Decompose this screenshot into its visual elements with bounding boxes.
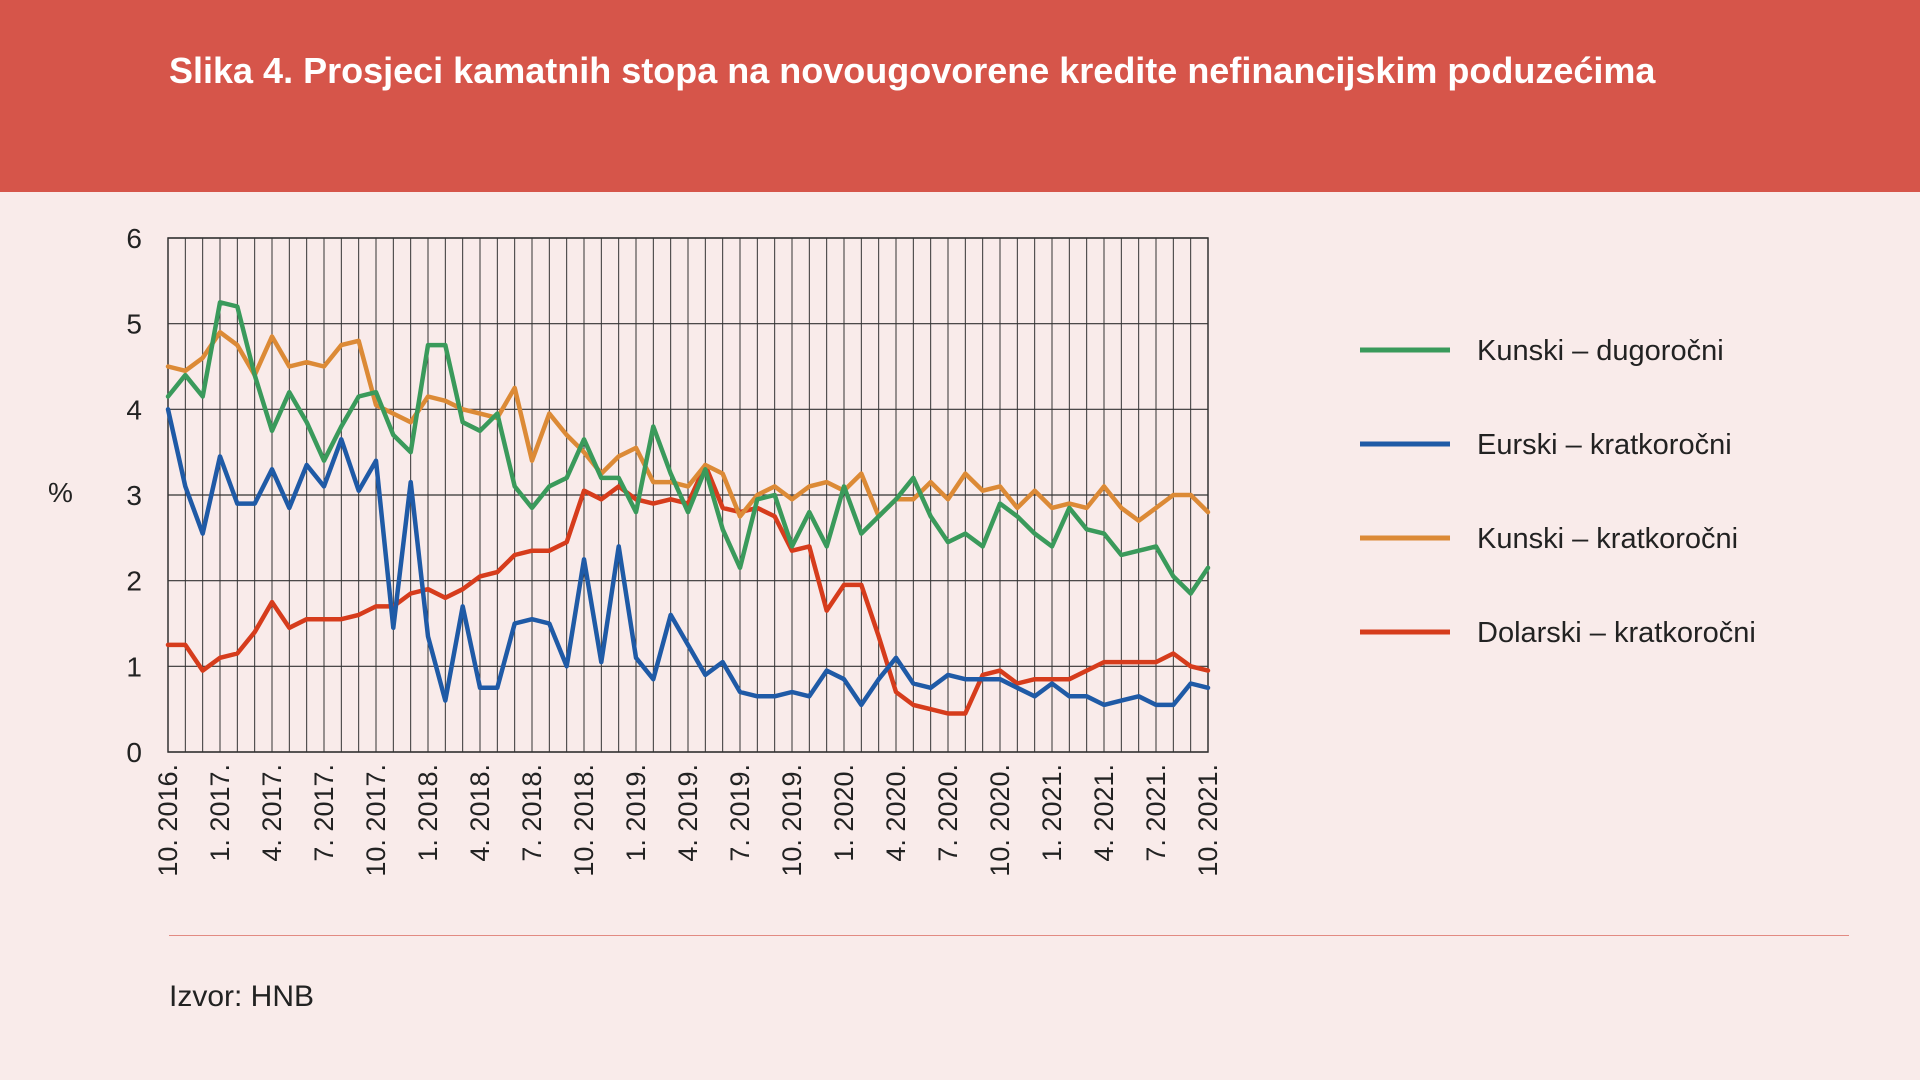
x-tick-label: 7. 2018. [517, 764, 547, 862]
gridlines [167, 237, 1209, 753]
y-tick-label: 6 [126, 223, 142, 254]
y-tick-label: 4 [126, 394, 142, 425]
legend-label-kunski_kratkorocni: Kunski – kratkoročni [1477, 523, 1738, 555]
x-tick-label: 10. 2016. [153, 764, 183, 877]
y-axis-label: % [48, 477, 73, 508]
x-axis-ticks: 10. 2016. 1. 2017. 4. 2017. 7. 2017. 10. 201… [153, 764, 1223, 877]
x-tick-label: 4. 2021. [1089, 764, 1119, 862]
y-tick-label: 3 [126, 480, 142, 511]
y-tick-label: 5 [126, 309, 142, 340]
x-tick-label: 4. 2018. [465, 764, 495, 862]
legend-label-dolarski_kratkorocni: Dolarski – kratkoročni [1477, 617, 1756, 649]
y-tick-label: 0 [126, 737, 142, 768]
x-tick-label: 7. 2019. [725, 764, 755, 862]
x-tick-label: 10. 2017. [361, 764, 391, 877]
x-tick-label: 1. 2017. [205, 764, 235, 862]
x-tick-label: 7. 2021. [1141, 764, 1171, 862]
page-title: Slika 4. Prosjeci kamatnih stopa na novo… [169, 50, 1656, 91]
footer-divider [169, 935, 1849, 936]
y-tick-label: 2 [126, 566, 142, 597]
x-tick-label: 1. 2018. [413, 764, 443, 862]
series-line-kunski_kratkorocni [165, 329, 1211, 523]
x-tick-label: 10. 2021. [1193, 764, 1223, 877]
y-tick-label: 1 [126, 651, 142, 682]
legend: Kunski – dugoročni Eurski – kratkoročni Ku… [1360, 335, 1756, 649]
series-line-eurski_kratkorocni [165, 407, 1211, 708]
x-tick-label: 7. 2017. [309, 764, 339, 862]
x-tick-label: 4. 2017. [257, 764, 287, 862]
legend-label-kunski_dugorocni: Kunski – dugoročni [1477, 335, 1724, 367]
series-line-dolarski_kratkorocni [165, 462, 1211, 716]
x-tick-label: 1. 2021. [1037, 764, 1067, 862]
x-tick-label: 4. 2019. [673, 764, 703, 862]
series-line-kunski_dugorocni [165, 300, 1211, 596]
line-chart: 0 1 2 3 4 5 6 10. 2016. 1. 2017. 4. 2017. 7. 2017… [48, 223, 1756, 877]
x-tick-label: 7. 2020. [933, 764, 963, 862]
x-tick-label: 1. 2020. [829, 764, 859, 862]
legend-label-eurski_kratkorocni: Eurski – kratkoročni [1477, 429, 1732, 461]
x-tick-label: 4. 2020. [881, 764, 911, 862]
x-tick-label: 10. 2018. [569, 764, 599, 877]
series-lines [165, 300, 1211, 716]
source-note: Izvor: HNB [169, 980, 315, 1013]
x-tick-label: 10. 2019. [777, 764, 807, 877]
x-tick-label: 1. 2019. [621, 764, 651, 862]
y-axis-ticks: 0 1 2 3 4 5 6 [126, 223, 142, 768]
header-banner: Slika 4. Prosjeci kamatnih stopa na novo… [0, 0, 1920, 192]
x-tick-label: 10. 2020. [985, 764, 1015, 877]
